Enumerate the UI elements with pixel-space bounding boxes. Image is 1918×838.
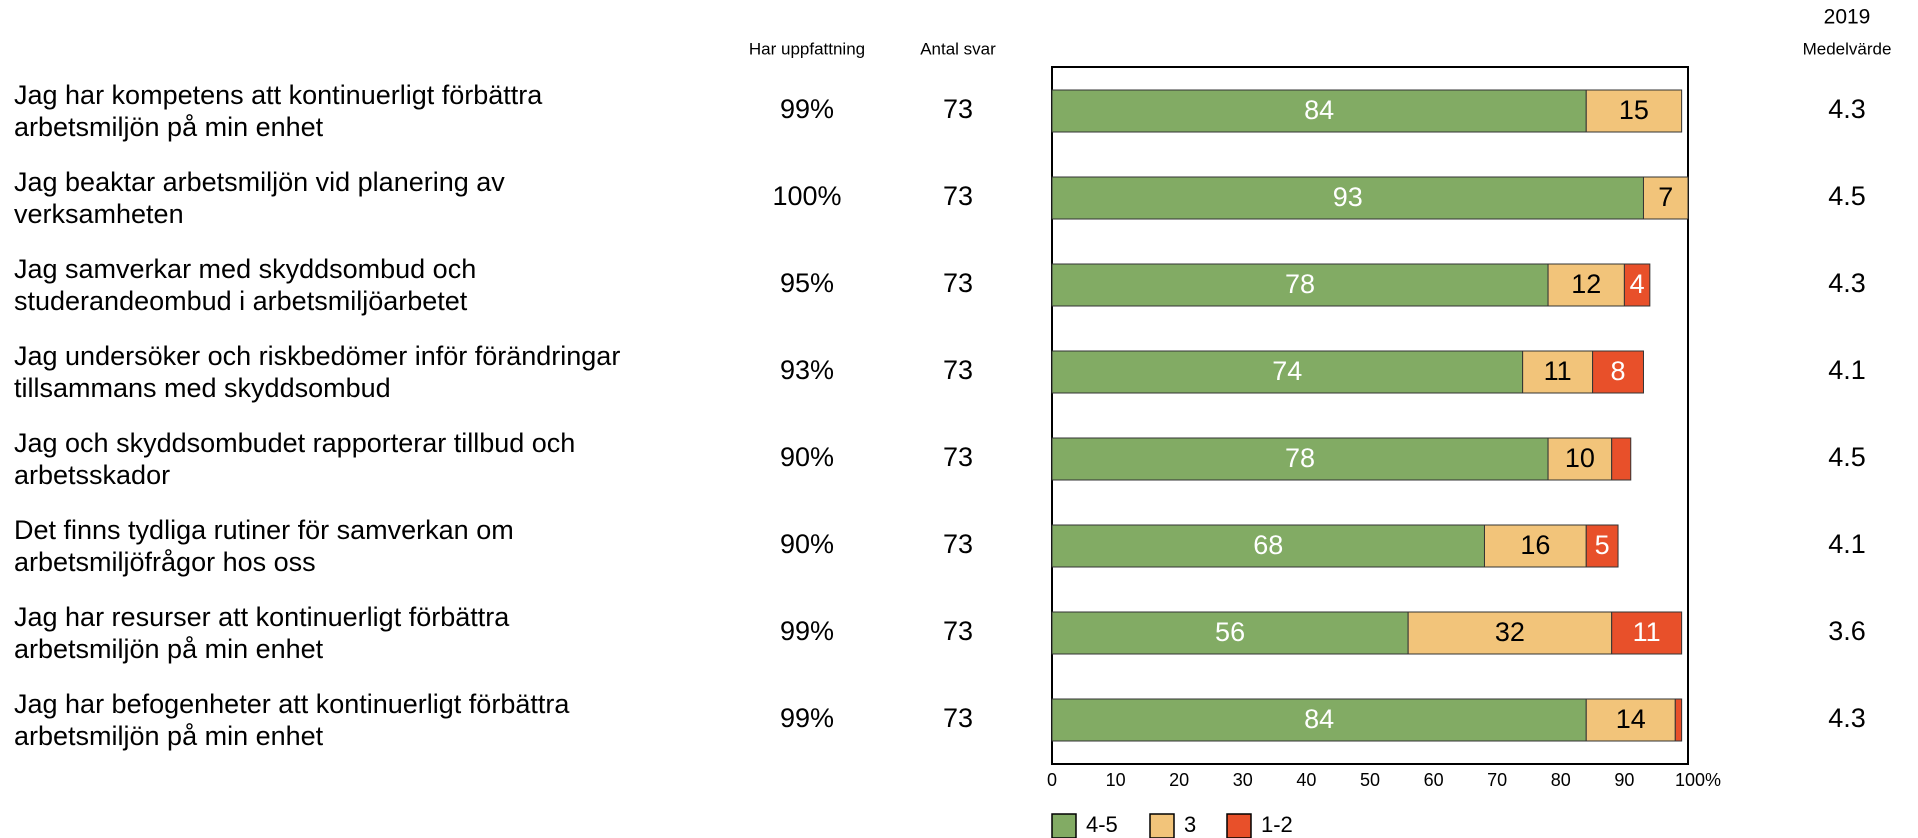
bar-segment bbox=[1585, 524, 1619, 568]
category-label: Det finns tydliga rutiner för samverkan … bbox=[14, 515, 514, 577]
mean-value: 4.5 bbox=[1828, 181, 1866, 211]
category-label: Jag samverkar med skyddsombud och studer… bbox=[14, 254, 477, 316]
share-value: 99% bbox=[780, 94, 834, 124]
category-label: Jag har befogenheter att kontinuerligt f… bbox=[14, 689, 570, 751]
legend-swatch bbox=[1051, 813, 1077, 838]
bar-segment bbox=[1547, 263, 1625, 307]
bar-segment bbox=[1051, 263, 1549, 307]
bar-label: 8 bbox=[1611, 356, 1626, 386]
bar-label: 74 bbox=[1272, 356, 1302, 386]
bar-label: 10 bbox=[1565, 443, 1595, 473]
count-value: 73 bbox=[943, 442, 973, 472]
mean-value: 4.3 bbox=[1828, 94, 1866, 124]
share-value: 100% bbox=[772, 181, 841, 211]
x-tick-label: 50 bbox=[1360, 770, 1380, 790]
mean-value: 4.1 bbox=[1828, 529, 1866, 559]
legend-label: 1-2 bbox=[1261, 812, 1293, 837]
bar-segment bbox=[1585, 89, 1683, 133]
column-header: Har uppfattning bbox=[749, 39, 865, 58]
x-tick-label: 70 bbox=[1487, 770, 1507, 790]
bar-label: 16 bbox=[1520, 530, 1550, 560]
bar-segment bbox=[1592, 350, 1644, 394]
bar-label: 32 bbox=[1495, 617, 1525, 647]
bar-label: 7 bbox=[1658, 182, 1673, 212]
legend-label: 4-5 bbox=[1086, 812, 1118, 837]
count-value: 73 bbox=[943, 616, 973, 646]
mean-value: 4.3 bbox=[1828, 268, 1866, 298]
bar-label: 93 bbox=[1333, 182, 1363, 212]
column-header: Antal svar bbox=[920, 39, 996, 58]
category-label: Jag undersöker och riskbedömer inför för… bbox=[14, 341, 621, 403]
legend-label: 3 bbox=[1184, 812, 1196, 837]
x-tick-label: 30 bbox=[1233, 770, 1253, 790]
mean-value: 4.3 bbox=[1828, 703, 1866, 733]
share-value: 99% bbox=[780, 703, 834, 733]
share-value: 95% bbox=[780, 268, 834, 298]
bar-segment bbox=[1522, 350, 1594, 394]
x-tick-label: 0 bbox=[1047, 770, 1057, 790]
bar-label: 68 bbox=[1253, 530, 1283, 560]
x-tick-label: 10 bbox=[1106, 770, 1126, 790]
bar-segment bbox=[1051, 176, 1644, 220]
column-header: 2019 bbox=[1824, 6, 1871, 29]
bar-label: 56 bbox=[1215, 617, 1245, 647]
bar-segment bbox=[1051, 350, 1524, 394]
bar-label: 15 bbox=[1619, 95, 1649, 125]
count-value: 73 bbox=[943, 703, 973, 733]
bar-label: 78 bbox=[1285, 443, 1315, 473]
bar-segment bbox=[1547, 437, 1613, 481]
mean-value: 4.1 bbox=[1828, 355, 1866, 385]
count-value: 73 bbox=[943, 268, 973, 298]
category-label: Jag har resurser att kontinuerligt förbä… bbox=[14, 602, 510, 664]
bar-segment bbox=[1051, 437, 1549, 481]
x-tick-label: 20 bbox=[1169, 770, 1189, 790]
count-value: 73 bbox=[943, 529, 973, 559]
x-tick-label: 90 bbox=[1614, 770, 1634, 790]
column-header: Medelvärde bbox=[1803, 39, 1892, 58]
bar-label: 11 bbox=[1633, 617, 1661, 647]
share-value: 90% bbox=[780, 529, 834, 559]
mean-value: 4.5 bbox=[1828, 442, 1866, 472]
category-label: Jag har kompetens att kontinuerligt förb… bbox=[14, 80, 543, 142]
count-value: 73 bbox=[943, 94, 973, 124]
legend-swatch bbox=[1149, 813, 1175, 838]
count-value: 73 bbox=[943, 181, 973, 211]
category-label: Jag och skyddsombudet rapporterar tillbu… bbox=[14, 428, 576, 490]
bar-label: 4 bbox=[1630, 269, 1645, 299]
bar-label: 12 bbox=[1571, 269, 1601, 299]
bar-segment bbox=[1407, 611, 1613, 655]
bar-segment bbox=[1642, 176, 1689, 220]
bar-label: 84 bbox=[1304, 95, 1334, 125]
bar-segment bbox=[1611, 437, 1632, 481]
bar-label: 84 bbox=[1304, 704, 1334, 734]
x-tick-label: 80 bbox=[1551, 770, 1571, 790]
bar-label: 5 bbox=[1595, 530, 1610, 560]
bar-segment bbox=[1623, 263, 1651, 307]
x-tick-label: 100% bbox=[1675, 770, 1721, 790]
legend-swatch bbox=[1226, 813, 1252, 838]
x-tick-label: 40 bbox=[1296, 770, 1316, 790]
count-value: 73 bbox=[943, 355, 973, 385]
bar-segment bbox=[1051, 524, 1485, 568]
share-value: 93% bbox=[780, 355, 834, 385]
bar-segment bbox=[1051, 89, 1587, 133]
bar-label: 78 bbox=[1285, 269, 1315, 299]
bar-label: 11 bbox=[1544, 356, 1572, 386]
bar-label: 14 bbox=[1616, 704, 1646, 734]
mean-value: 3.6 bbox=[1828, 616, 1866, 646]
bar-segment bbox=[1674, 698, 1683, 742]
share-value: 99% bbox=[780, 616, 834, 646]
share-value: 90% bbox=[780, 442, 834, 472]
bar-segment bbox=[1611, 611, 1683, 655]
plot-frame bbox=[1051, 66, 1689, 765]
x-tick-label: 60 bbox=[1424, 770, 1444, 790]
category-label: Jag beaktar arbetsmiljön vid planering a… bbox=[14, 167, 505, 229]
